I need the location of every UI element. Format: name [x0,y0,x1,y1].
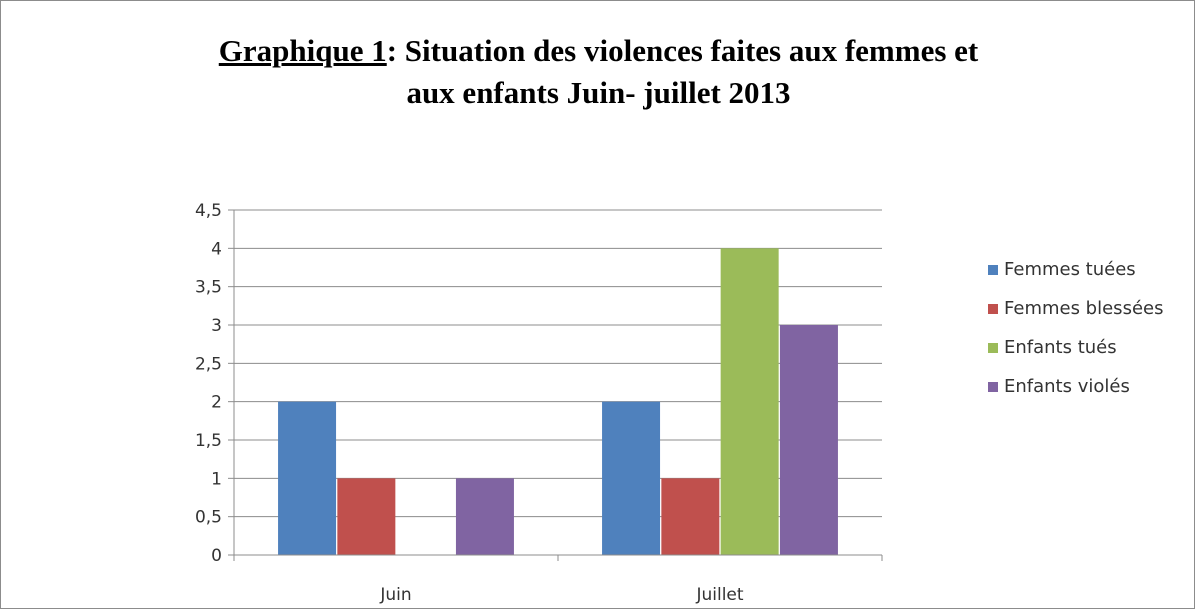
chart-title-line2: aux enfants Juin- juillet 2013 [406,75,791,110]
bar [661,478,720,555]
bar [779,325,838,555]
y-tick-label: 3 [211,316,222,336]
legend-swatch [988,342,998,353]
legend-item: Enfants tués [988,328,1163,367]
bar [455,478,514,555]
legend-item: Femmes tuées [988,250,1163,289]
y-tick-label: 1 [211,469,222,489]
x-tick-label: Juin [379,585,411,605]
legend-label: Femmes tuées [1004,259,1136,280]
bar [337,478,396,555]
legend-swatch [988,381,998,392]
legend-swatch [988,303,998,314]
bar [278,401,337,555]
y-tick-label: 2 [211,393,222,413]
x-tick-label: Juillet [695,585,743,605]
y-tick-label: 3,5 [195,278,222,298]
y-tick-label: 0 [211,546,222,566]
y-tick-label: 4 [211,239,222,259]
y-tick-label: 4,5 [195,201,222,221]
y-tick-label: 0,5 [195,508,222,528]
legend-label: Enfants tués [1004,337,1117,358]
legend-swatch [988,264,998,275]
bar [720,248,779,556]
legend-item: Femmes blessées [988,289,1163,328]
legend-label: Femmes blessées [1004,298,1164,319]
y-tick-label: 1,5 [195,431,222,451]
y-tick-label: 2,5 [195,354,222,374]
chart-legend: Femmes tuées Femmes blessées Enfants tués E… [988,250,1163,406]
legend-label: Enfants violés [1004,376,1130,397]
legend-item: Enfants violés [988,367,1163,406]
bar [602,401,661,555]
chart-title: Graphique 1: Situation des violences fai… [0,30,1197,114]
chart-title-line1-rest: : Situation des violences faites aux fem… [386,33,979,68]
chart-title-prefix: Graphique 1 [218,33,387,68]
chart-title-line1: Graphique 1: Situation des violences fai… [0,30,1197,72]
